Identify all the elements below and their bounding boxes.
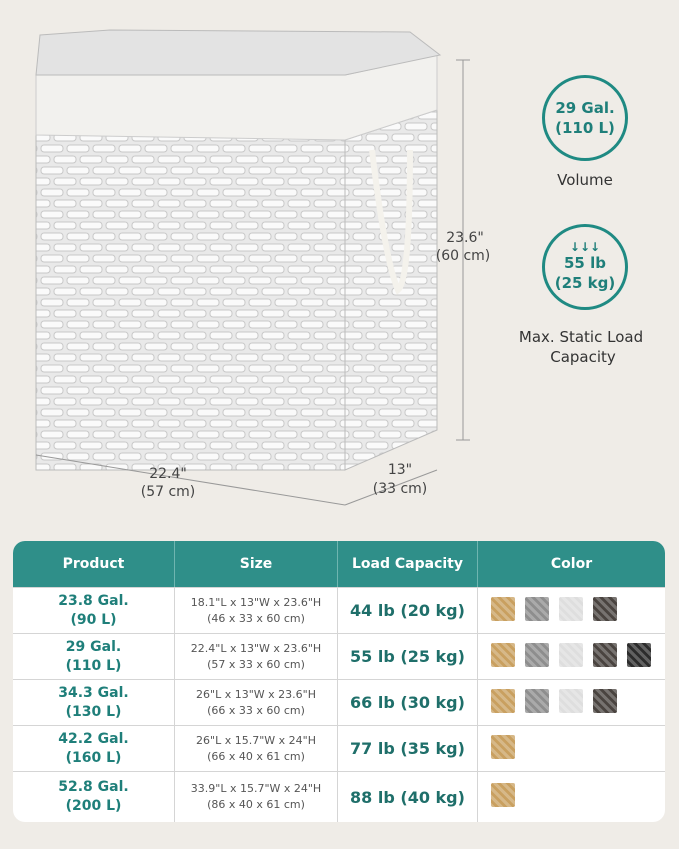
load: 66 lb (30 kg): [338, 679, 478, 725]
swatch: [491, 783, 515, 807]
header: Color: [478, 541, 665, 587]
badge-line: (110 L): [555, 119, 615, 137]
line: (46 x 33 x 60 cm): [207, 611, 305, 625]
swatch: [525, 596, 549, 621]
product: 42.2 Gal. (160 L): [13, 725, 175, 771]
size: 18.1"L x 13"W x 23.6"H (46 x 33 x 60 cm): [175, 587, 338, 633]
load: 44 lb (20 kg): [338, 587, 478, 633]
row: 42.2 Gal. (160 L) 26"L x 15.7"W x 24"H (66…: [13, 725, 665, 771]
load: 77 lb (35 kg): [338, 725, 478, 771]
line: 29 Gal.: [65, 638, 122, 655]
volume-badge: 29 Gal. (110 L): [542, 75, 628, 161]
width-inch: 13": [387, 462, 413, 478]
badge-caption: Capacity: [550, 348, 616, 366]
colors: [478, 771, 665, 822]
load: 55 lb (25 kg): [338, 633, 478, 679]
line: (86 x 40 x 61 cm): [207, 798, 305, 811]
length-inch: 22.4": [149, 466, 187, 482]
swatch: [593, 596, 617, 621]
product: 29 Gal. (110 L): [13, 633, 175, 679]
product: 52.8 Gal. (200 L): [13, 771, 175, 822]
row: 34.3 Gal. (130 L) 26"L x 13"W x 23.6"H (66…: [13, 679, 665, 725]
line: 18.1"L x 13"W x 23.6"H: [190, 595, 322, 609]
line: (66 x 40 x 61 cm): [207, 749, 305, 763]
row: 29 Gal. (110 L) 22.4"L x 13"W x 23.6"H (57…: [13, 633, 665, 679]
swatch: [627, 642, 651, 667]
header: Load Capacity: [338, 541, 478, 587]
line: (130 L): [65, 703, 122, 720]
size: 33.9"L x 15.7"W x 24"H (86 x 40 x 61 cm): [175, 771, 338, 822]
swatch: [559, 688, 583, 713]
line: 22.4"L x 13"W x 23.6"H: [190, 641, 322, 655]
size: 26"L x 15.7"W x 24"H (66 x 40 x 61 cm): [175, 725, 338, 771]
colors: [478, 725, 665, 771]
row: 23.8 Gal. (90 L) 18.1"L x 13"W x 23.6"H (4…: [13, 587, 665, 633]
size-table: Product Size Load Capacity Color 23.8 Ga…: [13, 541, 665, 822]
line: (66 x 33 x 60 cm): [207, 703, 305, 717]
line: (200 L): [65, 798, 122, 814]
line: 33.9"L x 15.7"W x 24"H: [190, 782, 322, 795]
line: 26"L x 15.7"W x 24"H: [196, 733, 316, 747]
load: 88 lb (40 kg): [338, 771, 478, 822]
colors: [478, 587, 665, 633]
swatch: [491, 688, 515, 713]
line: 23.8 Gal.: [58, 592, 129, 609]
product: 34.3 Gal. (130 L): [13, 679, 175, 725]
header-row: Product Size Load Capacity Color: [13, 541, 665, 587]
height-cm: (60 cm): [435, 248, 491, 264]
badge-line: 29 Gal.: [555, 99, 615, 117]
swatch: [559, 642, 583, 667]
colors: [478, 679, 665, 725]
line: 34.3 Gal.: [58, 684, 129, 701]
header: Product: [13, 541, 175, 587]
line: (90 L): [70, 611, 117, 628]
swatch: [593, 642, 617, 667]
length-cm: (57 cm): [140, 484, 196, 500]
colors: [478, 633, 665, 679]
arrows-icon: ↓↓↓: [569, 240, 601, 254]
swatch: [491, 734, 515, 759]
width-cm: (33 cm): [372, 481, 428, 497]
product: 23.8 Gal. (90 L): [13, 587, 175, 633]
line: (110 L): [65, 657, 122, 674]
line: (160 L): [65, 749, 122, 766]
size: 26"L x 13"W x 23.6"H (66 x 33 x 60 cm): [175, 679, 338, 725]
badge-caption: Volume: [557, 171, 613, 189]
header: Size: [175, 541, 338, 587]
size: 22.4"L x 13"W x 23.6"H (57 x 33 x 60 cm): [175, 633, 338, 679]
swatch: [491, 642, 515, 667]
swatch: [559, 596, 583, 621]
basket-illustration: [35, 29, 470, 506]
swatch: [491, 596, 515, 621]
load-badge: ↓↓↓ 55 lb (25 kg): [542, 224, 628, 310]
badge-line: 55 lb: [564, 254, 606, 272]
swatch: [525, 642, 549, 667]
badge-caption: Max. Static Load: [518, 328, 644, 346]
line: 42.2 Gal.: [58, 730, 129, 747]
line: (57 x 33 x 60 cm): [207, 657, 305, 671]
swatch: [593, 688, 617, 713]
line: 26"L x 13"W x 23.6"H: [196, 687, 316, 701]
swatch: [525, 688, 549, 713]
badge-line: (25 kg): [554, 274, 616, 292]
line: 52.8 Gal.: [58, 779, 129, 795]
height-inch: 23.6": [446, 230, 484, 246]
row: 52.8 Gal. (200 L) 33.9"L x 15.7"W x 24"H (…: [13, 771, 665, 822]
